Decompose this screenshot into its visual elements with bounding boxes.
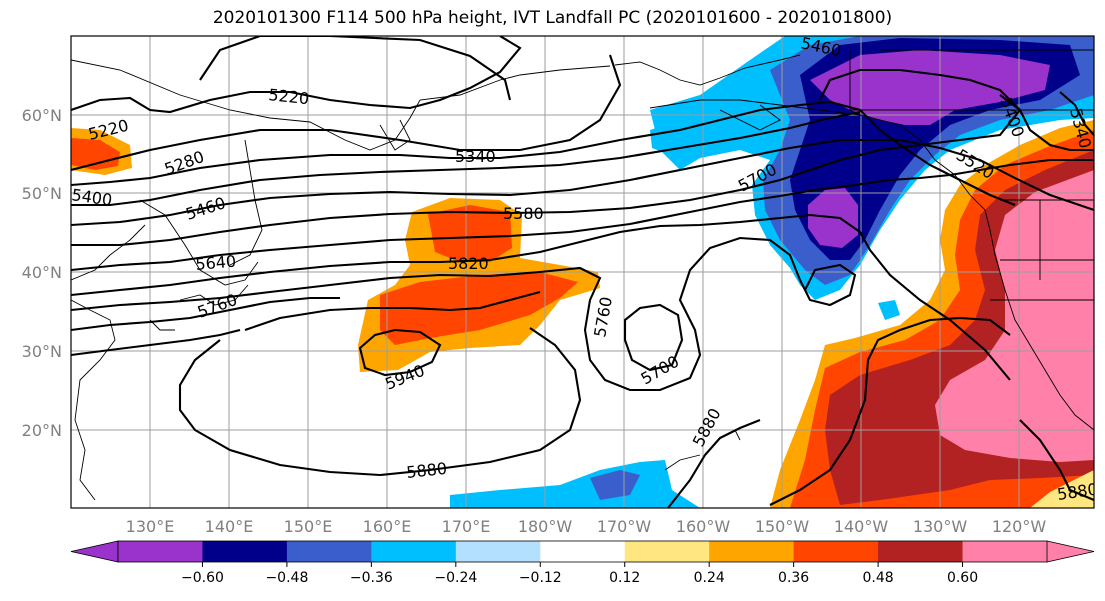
- contour-label: 5220: [268, 85, 310, 108]
- colorbar-tick-label: −0.48: [265, 570, 308, 586]
- colorbar-tick-label: −0.36: [350, 570, 393, 586]
- lon-label: 170°W: [597, 517, 652, 536]
- colorbar: −0.60 −0.48 −0.36 −0.24 −0.12 0.12 0.24 0.36 0.4…: [70, 540, 1095, 586]
- lat-label: 20°N: [22, 421, 62, 440]
- lat-label: 30°N: [22, 342, 62, 361]
- colorbar-swatch: [624, 541, 710, 562]
- lat-label: 60°N: [22, 106, 62, 125]
- lon-label: 180°W: [518, 517, 573, 536]
- lon-label: 150°E: [284, 517, 333, 536]
- lon-label: 140°E: [205, 517, 254, 536]
- colorbar-tick-label: 0.36: [778, 570, 809, 586]
- ivt-shading: [71, 36, 1094, 508]
- contour-label: 5640: [195, 252, 237, 274]
- map-title: 2020101300 F114 500 hPa height, IVT Land…: [212, 8, 893, 28]
- longitude-labels: 130°E 140°E 150°E 160°E 170°E 180°W 170°…: [126, 517, 1047, 536]
- lon-label: 160°E: [363, 517, 412, 536]
- colorbar-swatch: [540, 541, 626, 562]
- contour-label: 5820: [448, 254, 489, 273]
- colorbar-swatch: [286, 541, 372, 562]
- lon-label: 160°W: [676, 517, 731, 536]
- colorbar-swatch: [118, 541, 203, 562]
- lon-label: 130°E: [126, 517, 175, 536]
- colorbar-swatch: [878, 541, 964, 562]
- map-panel: 5220 5220 5280 5340 5400 5460 5580 5640 …: [71, 36, 1094, 508]
- colorbar-swatch: [455, 541, 541, 562]
- contour-label: 5580: [503, 204, 544, 223]
- colorbar-tick-label: −0.12: [519, 570, 562, 586]
- contour-label: 5340: [455, 147, 496, 166]
- colorbar-swatch: [793, 541, 879, 562]
- lon-label: 130°W: [913, 517, 968, 536]
- lon-label: 170°E: [442, 517, 491, 536]
- colorbar-tick-label: 0.24: [694, 570, 725, 586]
- colorbar-tick-label: −0.24: [434, 570, 477, 586]
- colorbar-tick-label: 0.48: [863, 570, 894, 586]
- height-contours: [71, 36, 1094, 508]
- colorbar-swatch: [962, 541, 1048, 562]
- lat-label: 50°N: [22, 184, 62, 203]
- colorbar-swatch: [709, 541, 795, 562]
- colorbar-swatch: [202, 541, 288, 562]
- map-frame: [70, 35, 1095, 509]
- colorbar-frame: [117, 540, 1048, 563]
- colorbar-tick-label: 0.12: [609, 570, 640, 586]
- lon-label: 150°W: [755, 517, 810, 536]
- lon-label: 140°W: [834, 517, 889, 536]
- colorbar-tick-label: −0.60: [181, 570, 224, 586]
- contour-label: 5880: [405, 459, 447, 482]
- colorbar-extend-min: [70, 540, 119, 563]
- colorbar-extend-max: [1046, 540, 1095, 563]
- graticule: [71, 36, 1094, 508]
- latitude-labels: 60°N 50°N 40°N 30°N 20°N: [22, 106, 62, 440]
- colorbar-swatch: [371, 541, 457, 562]
- colorbar-tick-label: 0.60: [947, 570, 978, 586]
- lat-label: 40°N: [22, 263, 62, 282]
- lon-label: 120°W: [992, 517, 1047, 536]
